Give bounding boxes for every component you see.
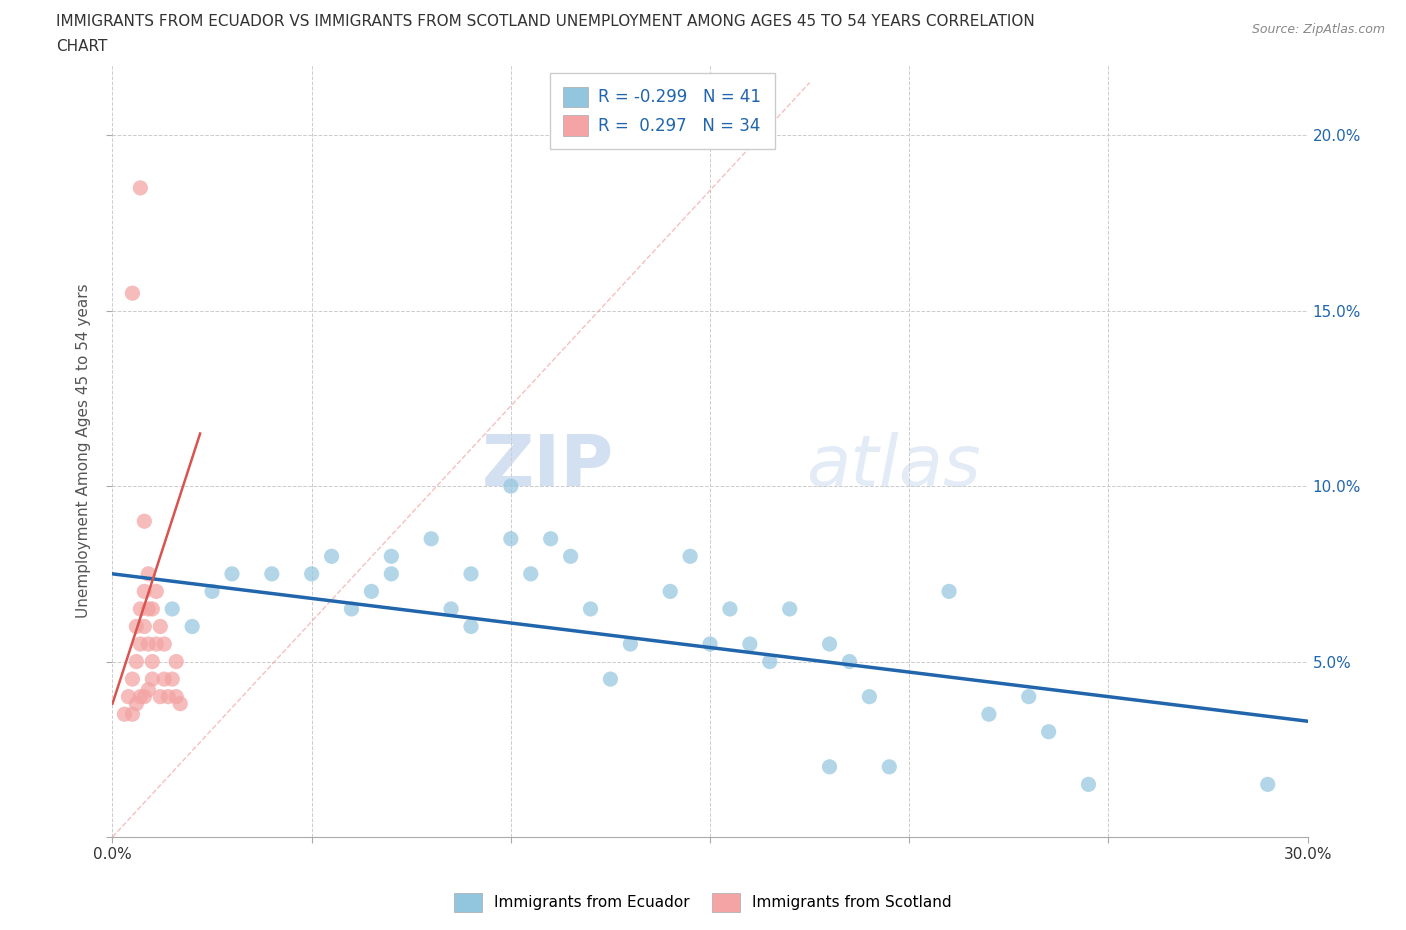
Point — [162, 602, 183, 617]
Point — [129, 602, 152, 617]
Point — [162, 671, 183, 686]
Point — [499, 531, 522, 546]
Point — [141, 654, 163, 669]
Point — [165, 654, 187, 669]
Legend: Immigrants from Ecuador, Immigrants from Scotland: Immigrants from Ecuador, Immigrants from… — [449, 887, 957, 918]
Point — [121, 707, 143, 722]
Point — [117, 689, 139, 704]
Point — [1077, 777, 1099, 791]
Point — [818, 760, 841, 775]
Point — [560, 549, 582, 564]
Point — [125, 697, 148, 711]
Point — [1038, 724, 1060, 739]
Point — [321, 549, 343, 564]
Point — [499, 479, 522, 494]
Point — [153, 636, 176, 651]
Text: ZIP: ZIP — [482, 432, 614, 501]
Point — [579, 602, 602, 617]
Point — [718, 602, 741, 617]
Text: Source: ZipAtlas.com: Source: ZipAtlas.com — [1251, 23, 1385, 36]
Point — [260, 566, 283, 581]
Point — [818, 636, 841, 651]
Point — [360, 584, 382, 599]
Point — [858, 689, 880, 704]
Point — [759, 654, 782, 669]
Point — [125, 654, 148, 669]
Point — [134, 619, 156, 634]
Text: IMMIGRANTS FROM ECUADOR VS IMMIGRANTS FROM SCOTLAND UNEMPLOYMENT AMONG AGES 45 T: IMMIGRANTS FROM ECUADOR VS IMMIGRANTS FR… — [56, 14, 1035, 29]
Point — [138, 683, 160, 698]
Point — [201, 584, 224, 599]
Point — [141, 602, 163, 617]
Point — [380, 549, 402, 564]
Point — [838, 654, 860, 669]
Point — [145, 636, 167, 651]
Point — [938, 584, 960, 599]
Point — [138, 636, 160, 651]
Point — [141, 671, 163, 686]
Point — [460, 566, 482, 581]
Point — [420, 531, 443, 546]
Point — [380, 566, 402, 581]
Point — [301, 566, 323, 581]
Point — [134, 689, 156, 704]
Point — [1018, 689, 1040, 704]
Point — [138, 602, 160, 617]
Point — [145, 584, 167, 599]
Point — [181, 619, 204, 634]
Point — [125, 619, 148, 634]
Point — [738, 636, 761, 651]
Y-axis label: Unemployment Among Ages 45 to 54 years: Unemployment Among Ages 45 to 54 years — [76, 284, 91, 618]
Point — [129, 689, 152, 704]
Point — [599, 671, 621, 686]
Point — [659, 584, 682, 599]
Legend: R = -0.299   N = 41, R =  0.297   N = 34: R = -0.299 N = 41, R = 0.297 N = 34 — [550, 73, 775, 149]
Point — [699, 636, 721, 651]
Point — [619, 636, 641, 651]
Point — [121, 671, 143, 686]
Point — [149, 689, 172, 704]
Point — [114, 707, 135, 722]
Point — [679, 549, 702, 564]
Point — [520, 566, 543, 581]
Point — [879, 760, 901, 775]
Point — [169, 697, 191, 711]
Point — [165, 689, 187, 704]
Point — [221, 566, 243, 581]
Point — [1257, 777, 1279, 791]
Point — [157, 689, 180, 704]
Point — [138, 566, 160, 581]
Point — [460, 619, 482, 634]
Text: atlas: atlas — [806, 432, 980, 501]
Point — [134, 584, 156, 599]
Text: CHART: CHART — [56, 39, 108, 54]
Point — [977, 707, 1000, 722]
Point — [440, 602, 463, 617]
Point — [149, 619, 172, 634]
Point — [129, 636, 152, 651]
Point — [121, 286, 143, 300]
Point — [540, 531, 562, 546]
Point — [340, 602, 363, 617]
Point — [134, 513, 156, 528]
Point — [779, 602, 801, 617]
Point — [153, 671, 176, 686]
Point — [129, 180, 152, 195]
